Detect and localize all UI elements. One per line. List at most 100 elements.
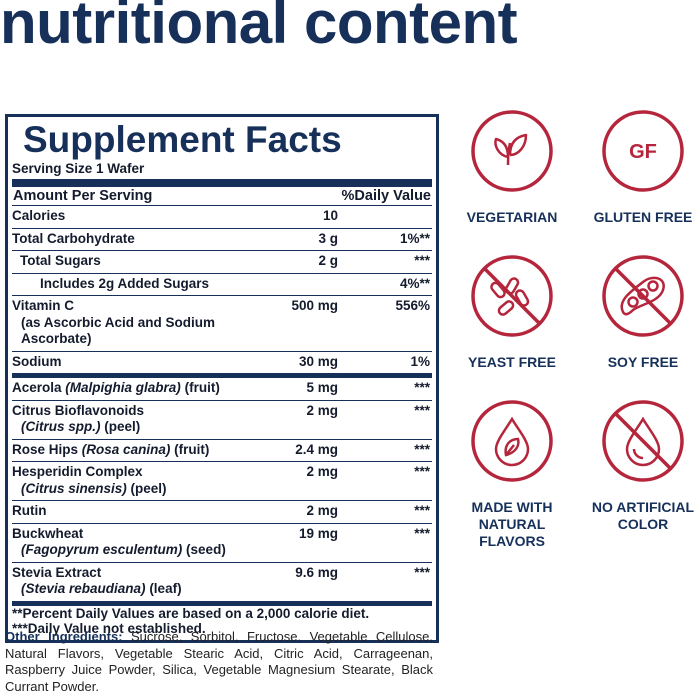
- badge-icon-text: GF: [629, 141, 657, 163]
- nutrient-text: Rutin: [12, 503, 47, 518]
- badge: YEAST FREE: [447, 253, 577, 371]
- footnote: ***Daily Value not established.: [12, 621, 206, 636]
- supplement-facts: Supplement Facts Serving Size 1 Wafer Am…: [5, 114, 439, 643]
- nutrient-latin: (Fagopyrum esculentum): [21, 542, 183, 557]
- daily-value: [350, 208, 432, 225]
- nutrient-text: Citrus Bioflavonoids: [12, 402, 145, 418]
- daily-value: 4%**: [399, 275, 430, 291]
- badge-label: MADE WITH NATURAL FLAVORS: [471, 499, 553, 549]
- nutrient-text: Total Sugars: [20, 253, 101, 268]
- footnote: **Percent Daily Values are based on a 2,…: [12, 605, 370, 621]
- nutrient: Acerola (Malpighia glabra) (fruit): [12, 380, 228, 397]
- nutrient-line: Total Sugars: [20, 253, 228, 270]
- daily-value: ***: [414, 402, 430, 418]
- rows: Calories 10 Total Carbohydrate 3 g 1%** Total…: [12, 206, 432, 606]
- daily-value: ***: [414, 525, 430, 541]
- nutrient-text: (as Ascorbic Acid and Sodium Ascorbate): [21, 314, 216, 347]
- facts-title: Supplement Facts: [23, 119, 342, 160]
- amount: 10: [322, 208, 338, 223]
- amount: 500 mg: [291, 298, 338, 313]
- fact-row: Rutin 2 mg ***: [12, 501, 432, 524]
- amount: 19 mg: [298, 525, 338, 541]
- nutrient: Includes 2g Added Sugars: [12, 276, 228, 293]
- badge: SOY FREE: [578, 253, 700, 371]
- nutrient: Hesperidin Complex (Citrus sinensis) (pee…: [12, 464, 228, 497]
- nutrient-text: Sodium: [12, 353, 62, 369]
- nutrient: Buckwheat (Fagopyrum esculentum) (seed): [12, 526, 228, 559]
- other-text: Sucrose, Sorbitol, Fructose, Vegetable C…: [5, 629, 433, 694]
- fact-row: Vitamin C (as Ascorbic Acid and Sodium As…: [12, 296, 432, 352]
- nutrient: Stevia Extract (Stevia rebaudiana) (leaf): [12, 565, 228, 598]
- badge-icon: [602, 255, 684, 337]
- nutrient-latin: (Citrus sinensis): [21, 480, 127, 496]
- daily-value: 556%: [395, 298, 430, 313]
- badge: GF GLUTEN FREE: [578, 108, 700, 226]
- fact-row: Rose Hips (Rosa canina) (fruit) 2.4 mg ***: [12, 440, 432, 462]
- fact-row: Hesperidin Complex (Citrus sinensis) (pee…: [12, 462, 432, 501]
- dv-header: %Daily Value: [341, 188, 431, 204]
- nutrient-line: Buckwheat: [12, 526, 228, 543]
- other-ingredients: Other Ingredients: Sucrose, Sorbitol, Fr…: [5, 629, 433, 695]
- nutrient-text: (leaf): [149, 581, 182, 596]
- nutrient-latin: (Stevia rebaudiana): [21, 581, 146, 596]
- nutrient-line: Acerola (Malpighia glabra) (fruit): [12, 380, 228, 397]
- nutrient: Rose Hips (Rosa canina) (fruit): [12, 442, 228, 459]
- nutrient-latin: (Rosa canina): [81, 441, 171, 457]
- nutrient-text: Includes 2g Added Sugars: [40, 275, 210, 291]
- nutrient: Citrus Bioflavonoids (Citrus spp.) (peel): [12, 403, 228, 436]
- daily-value: ***: [414, 380, 430, 395]
- daily-value: ***: [414, 253, 430, 268]
- amount: 2 g: [318, 253, 338, 268]
- column-header: Amount Per Serving %Daily Value: [12, 187, 432, 206]
- page-title: nutritional content: [0, 0, 518, 56]
- fact-row: Acerola (Malpighia glabra) (fruit) 5 mg **…: [12, 378, 432, 401]
- amount: 2.4 mg: [295, 441, 338, 457]
- other-label: Other Ingredients:: [5, 629, 123, 644]
- fact-row: Buckwheat (Fagopyrum esculentum) (seed) 19…: [12, 524, 432, 563]
- nutrient-text: Stevia Extract: [12, 564, 102, 580]
- fact-row: Citrus Bioflavonoids (Citrus spp.) (peel)…: [12, 401, 432, 440]
- badge: NO ARTIFICIAL COLOR: [578, 398, 700, 533]
- nutrient-line: (Citrus sinensis) (peel): [12, 481, 228, 498]
- nutrient: Calories: [12, 208, 228, 225]
- nutrient-line: (as Ascorbic Acid and Sodium Ascorbate): [12, 315, 228, 348]
- nutrient-line: Includes 2g Added Sugars: [40, 276, 228, 293]
- nutrient-text: (fruit): [184, 380, 220, 395]
- nutrient-text: Calories: [12, 208, 66, 223]
- nutrient-text: (fruit): [174, 441, 210, 457]
- nutrient: Total Sugars: [12, 253, 228, 270]
- badge-label: VEGETARIAN: [466, 209, 558, 225]
- badge-icon: [602, 400, 684, 482]
- amount: [228, 276, 338, 293]
- nutrient-line: Rutin: [12, 503, 228, 520]
- fact-row: Stevia Extract (Stevia rebaudiana) (leaf)…: [12, 563, 432, 606]
- badge: MADE WITH NATURAL FLAVORS: [447, 398, 577, 550]
- nutrient-text: Buckwheat: [12, 525, 84, 541]
- fact-row: Total Carbohydrate 3 g 1%**: [12, 229, 432, 251]
- daily-value: 1%**: [399, 230, 430, 246]
- fact-row: Total Sugars 2 g ***: [12, 251, 432, 274]
- badge-icon: [471, 400, 553, 482]
- serving-size: Serving Size 1 Wafer: [12, 161, 432, 187]
- nutrient-line: Calories: [12, 208, 228, 225]
- badge-icon: [471, 110, 553, 192]
- nutrient-text: (peel): [130, 480, 167, 496]
- nutrient-line: Citrus Bioflavonoids: [12, 403, 228, 420]
- badge-label: GLUTEN FREE: [593, 209, 693, 225]
- footnotes: **Percent Daily Values are based on a 2,…: [12, 606, 432, 637]
- nutrient-line: Stevia Extract: [12, 565, 228, 582]
- badge-icon: [471, 255, 553, 337]
- daily-value: ***: [414, 503, 430, 518]
- fact-row: Sodium 30 mg 1%: [12, 352, 432, 378]
- amount: 2 mg: [306, 464, 338, 479]
- nutrient-latin: (Malpighia glabra): [65, 380, 181, 395]
- fact-row: Includes 2g Added Sugars 4%**: [12, 274, 432, 296]
- nutrient-line: Sodium: [12, 354, 228, 371]
- badge-label: NO ARTIFICIAL COLOR: [591, 499, 695, 532]
- badge-label: YEAST FREE: [468, 354, 556, 370]
- nutrient-line: (Citrus spp.) (peel): [12, 419, 228, 436]
- badge-label: SOY FREE: [607, 354, 679, 370]
- amount: 2 mg: [306, 503, 338, 518]
- amount: 30 mg: [298, 353, 338, 369]
